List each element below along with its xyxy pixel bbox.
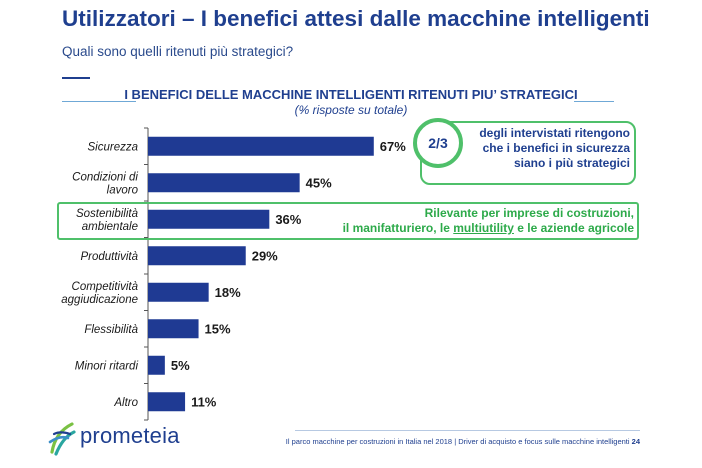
- footer-text: Il parco macchine per costruzioni in Ita…: [280, 437, 640, 446]
- prometeia-logo-icon: [48, 422, 76, 456]
- callout-line: che i benefici in sicurezza: [482, 141, 630, 155]
- bar: [148, 282, 209, 302]
- callout-line: siano i più strategici: [513, 156, 630, 170]
- footer-rule: [295, 430, 640, 431]
- bar-value-label: 45%: [306, 175, 332, 190]
- bar: [148, 392, 186, 412]
- chart-title-rule-right: [574, 101, 614, 102]
- highlight-line-1: Rilevante per imprese di costruzioni,: [424, 206, 634, 220]
- highlight-line-2-start: il manifatturiero, le: [342, 221, 454, 235]
- category-label: lavoro: [107, 184, 139, 196]
- category-label: Sostenibilità: [76, 208, 139, 220]
- highlight-text: Rilevante per imprese di costruzioni, il…: [300, 206, 634, 236]
- title-underline: [62, 77, 90, 79]
- footer-source: Il parco macchine per costruzioni in Ita…: [285, 437, 630, 446]
- bar-value-label: 15%: [205, 321, 231, 336]
- bar: [148, 136, 374, 156]
- highlight-box: [57, 202, 639, 240]
- bar-value-label: 36%: [275, 212, 301, 227]
- category-label: aggiudicazione: [61, 294, 138, 306]
- bar-value-label: 67%: [380, 139, 406, 154]
- category-label: Minori ritardi: [75, 360, 139, 372]
- highlight-line-2-end: e le aziende agricole: [513, 221, 634, 235]
- highlight-underlined-word: multiutility: [453, 221, 514, 235]
- bar: [148, 319, 199, 339]
- category-label: Sicurezza: [88, 141, 139, 153]
- brand-name: prometeia: [80, 423, 180, 448]
- category-label: Condizioni di: [72, 171, 138, 183]
- category-label: Competitività: [72, 281, 139, 293]
- bar: [148, 246, 246, 266]
- bar-value-label: 11%: [191, 394, 217, 409]
- chart-subtitle: (% risposte su totale): [294, 103, 408, 117]
- chart-title-rule-left: [62, 101, 136, 102]
- chart-title: I BENEFICI DELLE MACCHINE INTELLIGENTI R…: [124, 87, 578, 102]
- category-label: Flessibilità: [84, 324, 138, 336]
- highlight-line-2: il manifatturiero, le multiutility e le …: [300, 221, 634, 236]
- bar-value-label: 29%: [252, 248, 278, 263]
- category-label: ambientale: [82, 221, 138, 233]
- category-label: Altro: [113, 397, 138, 409]
- page-subtitle: Quali sono quelli ritenuti più strategic…: [62, 44, 294, 59]
- page-title: Utilizzatori – I benefici attesi dalle m…: [62, 6, 650, 31]
- callout-text: degli intervistati ritengono che i benef…: [470, 126, 630, 171]
- bar: [148, 355, 165, 375]
- page-number: 24: [631, 437, 640, 446]
- bar-value-label: 18%: [215, 285, 241, 300]
- category-label: Produttività: [80, 251, 138, 263]
- bar: [148, 209, 270, 229]
- bar-value-label: 5%: [171, 358, 190, 373]
- callout-line: degli intervistati ritengono: [479, 126, 630, 140]
- bar: [148, 173, 300, 193]
- callout-badge: 2/3: [413, 118, 463, 168]
